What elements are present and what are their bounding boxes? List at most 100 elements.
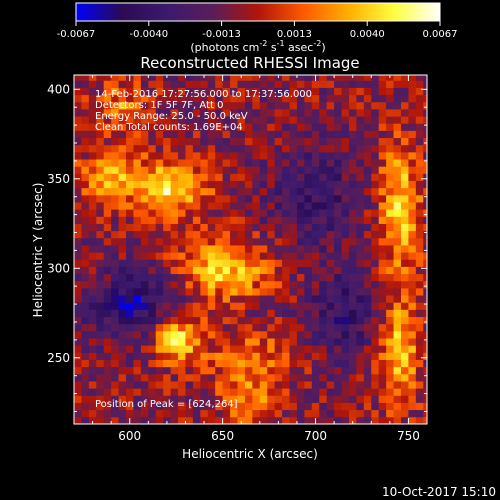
heatmap-pixel bbox=[185, 94, 194, 103]
heatmap-pixel bbox=[415, 366, 424, 375]
heatmap-pixel bbox=[304, 409, 313, 418]
heatmap-pixel bbox=[408, 159, 417, 167]
heatmap-pixel bbox=[215, 137, 224, 146]
heatmap-pixel bbox=[207, 151, 216, 160]
heatmap-pixel bbox=[386, 323, 394, 332]
heatmap-pixel bbox=[170, 230, 179, 239]
heatmap-pixel bbox=[148, 144, 157, 153]
heatmap-pixel bbox=[74, 230, 82, 239]
heatmap-pixel bbox=[170, 295, 179, 303]
heatmap-pixel bbox=[222, 373, 231, 382]
heatmap-pixel bbox=[237, 116, 246, 124]
heatmap-pixel bbox=[259, 80, 268, 88]
heatmap-pixel bbox=[400, 345, 409, 353]
heatmap-pixel bbox=[386, 130, 394, 139]
heatmap-pixel bbox=[267, 202, 276, 210]
heatmap-pixel bbox=[252, 166, 261, 174]
heatmap-pixel bbox=[296, 338, 305, 346]
heatmap-pixel bbox=[296, 388, 305, 396]
heatmap-pixel bbox=[96, 309, 105, 318]
heatmap-pixel bbox=[178, 194, 186, 203]
heatmap-pixel bbox=[170, 151, 179, 160]
heatmap-pixel bbox=[103, 80, 112, 88]
heatmap-pixel bbox=[207, 216, 216, 224]
heatmap-pixel bbox=[334, 295, 342, 303]
heatmap-pixel bbox=[400, 130, 409, 139]
heatmap-pixel bbox=[319, 109, 328, 117]
heatmap-pixel bbox=[170, 309, 179, 318]
heatmap-pixel bbox=[415, 194, 424, 203]
heatmap-pixel bbox=[415, 395, 424, 403]
heatmap-pixel bbox=[96, 230, 105, 239]
heatmap-pixel bbox=[363, 280, 372, 289]
heatmap-pixel bbox=[371, 116, 380, 124]
heatmap-pixel bbox=[393, 109, 402, 117]
heatmap-pixel bbox=[341, 388, 350, 396]
heatmap-pixel bbox=[311, 323, 320, 332]
heatmap-pixel bbox=[155, 180, 164, 189]
heatmap-pixel bbox=[96, 101, 105, 110]
heatmap-pixel bbox=[140, 116, 149, 124]
heatmap-pixel bbox=[200, 194, 209, 203]
heatmap-pixel bbox=[356, 144, 365, 153]
heatmap-pixel bbox=[296, 123, 305, 131]
heatmap-pixel bbox=[178, 302, 186, 310]
heatmap-pixel bbox=[423, 323, 427, 332]
heatmap-pixel bbox=[222, 416, 231, 424]
heatmap-pixel bbox=[326, 123, 335, 131]
heatmap-pixel bbox=[341, 159, 350, 167]
heatmap-pixel bbox=[200, 416, 209, 424]
heatmap-pixel bbox=[371, 187, 380, 196]
heatmap-pixel bbox=[170, 373, 179, 382]
heatmap-pixel bbox=[423, 402, 427, 411]
heatmap-pixel bbox=[371, 223, 380, 232]
heatmap-pixel bbox=[371, 309, 380, 318]
heatmap-pixel bbox=[289, 373, 298, 382]
heatmap-pixel bbox=[252, 187, 261, 196]
heatmap-pixel bbox=[163, 309, 172, 318]
heatmap-pixel bbox=[230, 202, 238, 210]
heatmap-pixel bbox=[111, 216, 119, 224]
heatmap-pixel bbox=[74, 416, 82, 424]
heatmap-pixel bbox=[296, 130, 305, 139]
heatmap-pixel bbox=[334, 130, 342, 139]
heatmap-pixel bbox=[311, 180, 320, 189]
heatmap-pixel bbox=[163, 381, 172, 389]
heatmap-pixel bbox=[222, 302, 231, 310]
heatmap-pixel bbox=[386, 87, 394, 96]
annotation-block: 14-Feb-2016 17:27:56.000 to 17:37:56.000… bbox=[95, 89, 312, 133]
heatmap-pixel bbox=[207, 237, 216, 246]
heatmap-pixel bbox=[282, 209, 290, 217]
x-tick-label: 650 bbox=[211, 429, 234, 443]
heatmap-pixel bbox=[74, 237, 82, 246]
heatmap-pixel bbox=[200, 280, 209, 289]
heatmap-pixel bbox=[296, 237, 305, 246]
heatmap-pixel bbox=[118, 416, 127, 424]
heatmap-pixel bbox=[96, 223, 105, 232]
heatmap-pixel bbox=[341, 166, 350, 174]
heatmap-pixel bbox=[274, 80, 283, 88]
heatmap-pixel bbox=[207, 180, 216, 189]
heatmap-pixel bbox=[170, 166, 179, 174]
heatmap-pixel bbox=[207, 366, 216, 375]
heatmap-pixel bbox=[96, 173, 105, 181]
heatmap-pixel bbox=[289, 259, 298, 267]
heatmap-pixel bbox=[200, 395, 209, 403]
heatmap-pixel bbox=[148, 101, 157, 110]
heatmap-pixel bbox=[215, 295, 224, 303]
heatmap-pixel bbox=[334, 287, 342, 296]
heatmap-pixel bbox=[244, 137, 253, 146]
heatmap-pixel bbox=[81, 137, 90, 146]
heatmap-pixel bbox=[207, 273, 216, 282]
heatmap-pixel bbox=[178, 151, 186, 160]
heatmap-pixel bbox=[289, 116, 298, 124]
heatmap-pixel bbox=[378, 202, 387, 210]
heatmap-pixel bbox=[222, 323, 231, 332]
heatmap-pixel bbox=[356, 259, 365, 267]
heatmap-pixel bbox=[400, 173, 409, 181]
heatmap-pixel bbox=[74, 166, 82, 174]
heatmap-pixel bbox=[163, 144, 172, 153]
heatmap-pixel bbox=[371, 352, 380, 360]
heatmap-pixel bbox=[311, 345, 320, 353]
heatmap-pixel bbox=[200, 359, 209, 368]
